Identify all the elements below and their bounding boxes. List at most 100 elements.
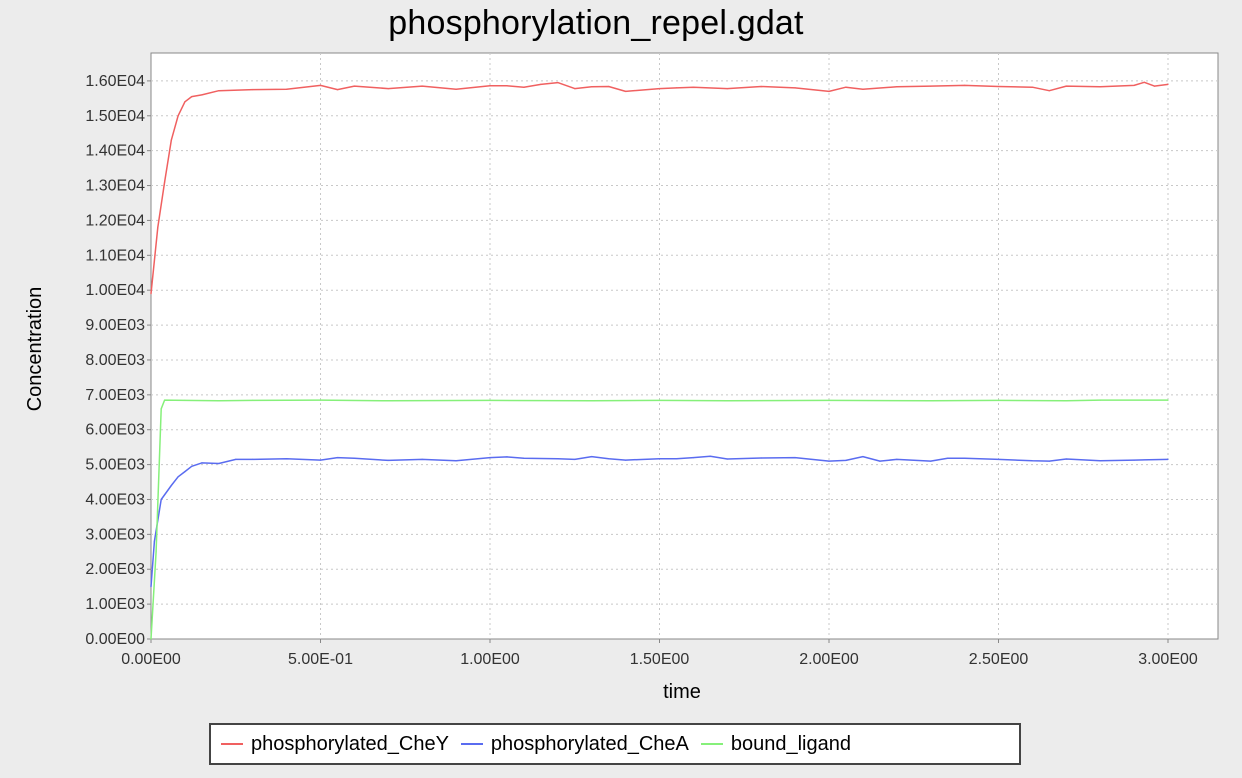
- data-point: [794, 457, 796, 459]
- data-point: [557, 458, 559, 460]
- data-point: [523, 457, 525, 459]
- legend-swatch: [221, 743, 243, 745]
- data-point: [692, 457, 695, 459]
- series-line: [150, 455, 1169, 587]
- data-point: [845, 459, 847, 461]
- data-point: [675, 458, 678, 460]
- legend-item: phosphorylated_CheA: [460, 732, 689, 756]
- data-point: [177, 115, 179, 117]
- data-point: [170, 484, 172, 487]
- y-tick-label: 1.00E04: [85, 282, 145, 299]
- data-point: [964, 84, 966, 86]
- data-point: [150, 293, 152, 295]
- y-tick-label: 9.00E03: [85, 317, 145, 334]
- y-tick-label: 1.60E04: [85, 73, 145, 90]
- y-tick-label: 1.00E03: [85, 596, 145, 613]
- data-point: [506, 85, 508, 87]
- data-point: [1167, 458, 1169, 460]
- data-point: [1167, 399, 1169, 401]
- data-point: [184, 471, 186, 473]
- series-bound_ligand: [150, 399, 1169, 640]
- data-point: [455, 88, 457, 90]
- data-point: [726, 458, 728, 460]
- data-point: [387, 459, 389, 461]
- plot-area: [150, 52, 1219, 640]
- data-point: [319, 459, 322, 461]
- data-point: [489, 457, 491, 459]
- data-point: [160, 408, 162, 410]
- data-point: [353, 85, 355, 87]
- series-phosphorylated_CheY: [150, 81, 1169, 295]
- data-point: [1065, 85, 1067, 87]
- data-point: [523, 86, 525, 88]
- y-tick-label: 0.00E00: [85, 631, 145, 648]
- data-point: [184, 399, 186, 401]
- legend-swatch: [700, 743, 723, 745]
- y-axis-ticks: 0.00E00 1.00E03 2.00E03 3.00E03 4.00E03 5.00E…: [85, 73, 151, 648]
- data-point: [608, 85, 610, 88]
- data-point: [709, 455, 711, 457]
- data-point: [845, 86, 847, 88]
- data-point: [218, 462, 220, 465]
- data-point: [591, 86, 593, 88]
- data-point: [150, 638, 152, 640]
- x-tick-label: 2.50E00: [969, 651, 1029, 668]
- data-point: [1153, 85, 1155, 87]
- data-point: [252, 89, 254, 91]
- data-point: [150, 586, 152, 588]
- data-point: [336, 89, 339, 91]
- data-point: [574, 458, 576, 460]
- data-point: [658, 399, 661, 401]
- legend-label: phosphorylated_CheA: [490, 732, 689, 755]
- data-point: [336, 457, 339, 459]
- y-tick-label: 1.30E04: [85, 178, 145, 195]
- data-point: [235, 458, 237, 460]
- series-lines: [150, 81, 1169, 640]
- legend: phosphorylated_CheY phosphorylated_CheA bo…: [209, 723, 1021, 765]
- x-axis-ticks: 0.00E00 5.00E-01 1.00E00 1.50E00 2.00E00 2.50…: [121, 639, 1198, 668]
- data-point: [177, 476, 179, 478]
- data-point: [658, 458, 661, 460]
- data-point: [947, 457, 949, 459]
- data-point: [726, 400, 728, 402]
- data-point: [191, 465, 193, 467]
- legend-label: bound_ligand: [730, 732, 851, 755]
- data-point: [1099, 460, 1101, 462]
- data-point: [1099, 399, 1101, 401]
- data-point: [286, 458, 288, 460]
- data-point: [964, 457, 966, 459]
- data-point: [387, 88, 389, 90]
- data-point: [540, 83, 542, 85]
- data-point: [760, 457, 762, 459]
- legend-item: bound_ligand: [700, 732, 851, 756]
- data-point: [489, 85, 491, 87]
- data-point: [1099, 86, 1101, 88]
- data-point: [896, 86, 898, 88]
- data-point: [489, 399, 491, 401]
- data-point: [625, 459, 627, 461]
- data-point: [828, 90, 830, 92]
- data-point: [1167, 83, 1169, 85]
- data-point: [201, 462, 203, 464]
- data-point: [191, 96, 193, 98]
- data-point: [997, 85, 1000, 88]
- data-point: [319, 84, 322, 86]
- data-point: [879, 460, 881, 462]
- x-tick-label: 0.00E00: [121, 651, 181, 668]
- data-point: [591, 456, 593, 458]
- data-point: [862, 88, 864, 90]
- data-point: [319, 399, 322, 401]
- y-tick-label: 5.00E03: [85, 457, 145, 474]
- legend-label: phosphorylated_CheY: [251, 732, 449, 755]
- data-point: [726, 88, 728, 90]
- data-point: [164, 399, 166, 401]
- y-tick-label: 7.00E03: [85, 387, 145, 404]
- data-point: [506, 456, 508, 458]
- legend-swatch: [460, 743, 483, 745]
- data-point: [218, 400, 220, 402]
- data-point: [862, 456, 864, 458]
- y-tick-label: 8.00E03: [85, 352, 145, 369]
- y-tick-label: 1.10E04: [85, 247, 145, 264]
- y-tick-label: 3.00E03: [85, 526, 145, 543]
- data-point: [1065, 458, 1067, 460]
